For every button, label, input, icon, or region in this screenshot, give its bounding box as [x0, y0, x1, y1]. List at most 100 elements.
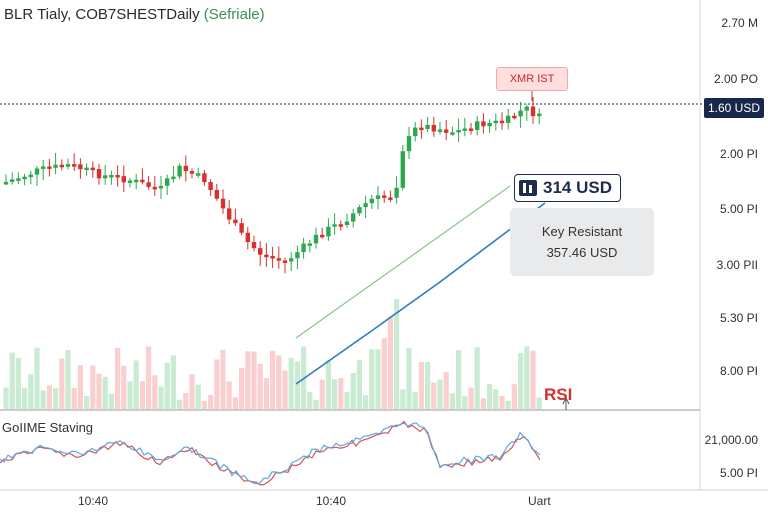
candle-body [481, 121, 486, 127]
rsi-line-red [0, 420, 541, 486]
price-axis-label: 3.00 PII [716, 258, 758, 272]
candle-body [338, 224, 343, 227]
candle-body [369, 198, 374, 204]
price-axis-label: 5.30 PI [719, 311, 758, 325]
price-callout[interactable]: 314 USD [514, 174, 621, 202]
candle-body [208, 182, 213, 190]
candle-body [382, 195, 387, 198]
candle-body [375, 195, 381, 199]
volume-bar [226, 381, 232, 409]
candle-body [276, 258, 281, 261]
support-trend-line[interactable] [295, 185, 511, 339]
rsi-marker-label[interactable]: RSI [544, 385, 573, 404]
volume-bar [344, 392, 350, 409]
candle-body [72, 164, 77, 167]
candle-body [468, 128, 474, 131]
time-axis-label: 10:40 [78, 494, 109, 508]
candle-body [22, 176, 27, 180]
volume-bar [214, 359, 220, 409]
volume-bar [270, 350, 276, 409]
candle-body [444, 129, 449, 133]
series-tag[interactable]: (Sefriale) [203, 6, 265, 23]
candle-body [270, 256, 275, 259]
candle-body [475, 121, 480, 130]
volume-bar [282, 370, 288, 409]
resistance-trend-line[interactable] [295, 202, 546, 385]
candle-body [47, 166, 52, 169]
current-price-tag[interactable]: 1.60 USD [704, 98, 764, 118]
volume-bar [437, 379, 443, 409]
volume-bar [288, 357, 294, 409]
candle-body [189, 171, 195, 174]
volume-bar [28, 374, 34, 409]
rsi-axis-label: 5.00 PI [719, 466, 758, 480]
candle-body [456, 129, 461, 133]
volume-bar [418, 362, 424, 409]
candle-body [239, 223, 244, 233]
volume-bar [53, 388, 59, 409]
price-callout-value: 314 USD [543, 178, 612, 197]
volume-bar [40, 390, 46, 409]
volume-bar [239, 367, 245, 409]
volume-bar [3, 387, 9, 409]
volume-bar [394, 298, 400, 409]
volume-bar [46, 385, 52, 409]
candle-body [332, 224, 337, 227]
candle-body [140, 179, 145, 183]
candle-body [121, 176, 126, 183]
candle-body [351, 213, 356, 222]
candle-body [413, 127, 418, 137]
volume-bar [146, 346, 152, 409]
volume-bar [387, 316, 393, 409]
candle-body [41, 166, 46, 169]
candle-body [220, 198, 226, 209]
candle-body [196, 173, 201, 176]
volume-bar [34, 347, 40, 409]
volume-bar [22, 388, 28, 409]
volume-bar [90, 365, 96, 409]
key-resistance-label: Key Resistant [541, 224, 623, 239]
candlesticks [3, 97, 542, 274]
volume-bar [294, 361, 300, 409]
volume-bar [208, 395, 214, 409]
price-axis-label: 5.00 PI [719, 202, 758, 216]
volume-bar [480, 398, 486, 409]
signal-marker-label[interactable]: XMR IST [496, 67, 568, 91]
volume-bar [493, 389, 499, 409]
candle-body [177, 165, 182, 177]
volume-bar [115, 347, 121, 409]
candle-body [530, 106, 536, 117]
volume-bar [15, 358, 21, 409]
volume-bar [449, 393, 455, 409]
volume-bar [71, 388, 77, 409]
volume-bar [9, 352, 15, 409]
candle-body [499, 120, 505, 124]
volume-bar [84, 396, 90, 409]
volume-bar [121, 365, 127, 409]
volume-bar [505, 400, 511, 409]
candle-body [406, 136, 412, 152]
key-resistance-box[interactable]: Key Resistant 357.46 USD [510, 208, 654, 276]
candle-body [394, 187, 399, 198]
volume-bar [375, 349, 381, 409]
candle-body [158, 185, 164, 189]
volume-bar [127, 381, 133, 409]
price-axis-label: 2.00 PO [713, 72, 758, 86]
volume-bar [487, 384, 493, 409]
candle-body [313, 234, 319, 244]
volume-bar [177, 399, 183, 409]
candle-body [65, 164, 71, 167]
volume-bar [381, 338, 387, 409]
chart-bars-icon [519, 180, 537, 196]
candle-body [214, 189, 219, 199]
key-resistance-value: 357.46 USD [546, 245, 618, 260]
candle-body [307, 243, 312, 246]
time-axis-label: Uart [528, 494, 551, 508]
candle-body [425, 124, 430, 129]
candle-body [90, 167, 95, 171]
volume-bar [59, 358, 65, 409]
volume-bar [183, 392, 189, 409]
volume-bar [108, 393, 114, 409]
candle-body [301, 243, 306, 253]
